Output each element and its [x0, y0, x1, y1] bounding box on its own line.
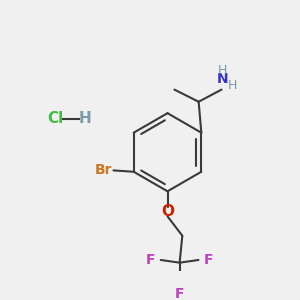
Text: N: N: [217, 72, 229, 86]
Text: H: H: [78, 111, 91, 126]
Text: H: H: [218, 64, 228, 77]
Text: O: O: [161, 204, 174, 219]
Text: H: H: [228, 79, 238, 92]
Text: Cl: Cl: [48, 111, 64, 126]
Text: F: F: [204, 253, 213, 267]
Text: F: F: [146, 253, 155, 267]
Text: Br: Br: [94, 164, 112, 177]
Text: F: F: [175, 287, 184, 300]
